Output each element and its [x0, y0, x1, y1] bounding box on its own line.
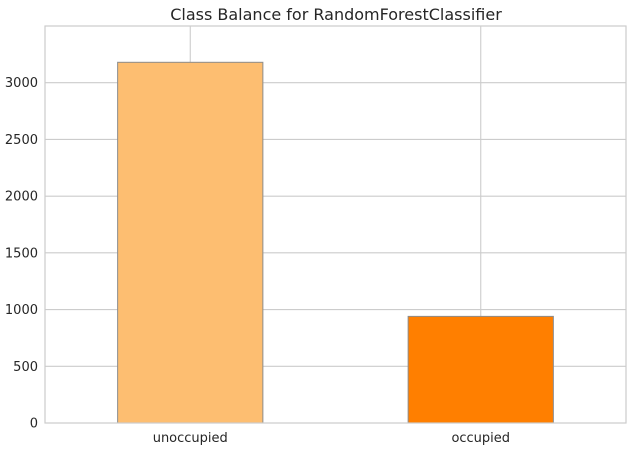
bar-occupied [407, 315, 554, 424]
y-axis-ticks: 0 500 1000 1500 2000 2500 3000 [5, 76, 38, 431]
chart-title: Class Balance for RandomForestClassifier [170, 5, 502, 24]
y-tick-label: 1500 [5, 246, 38, 261]
bar-unoccupied [117, 61, 264, 424]
y-tick-label: 0 [30, 417, 38, 432]
y-tick-label: 2500 [5, 133, 38, 148]
y-tick-label: 3000 [5, 76, 38, 91]
y-tick-label: 1000 [5, 303, 38, 318]
x-tick-label: unoccupied [153, 431, 228, 446]
y-tick-label: 2000 [5, 190, 38, 205]
bars [117, 61, 554, 424]
y-tick-label: 500 [13, 360, 38, 375]
plot-frame [44, 25, 627, 424]
x-axis-ticks: unoccupied occupied [153, 431, 510, 446]
x-tick-label: occupied [451, 431, 510, 446]
